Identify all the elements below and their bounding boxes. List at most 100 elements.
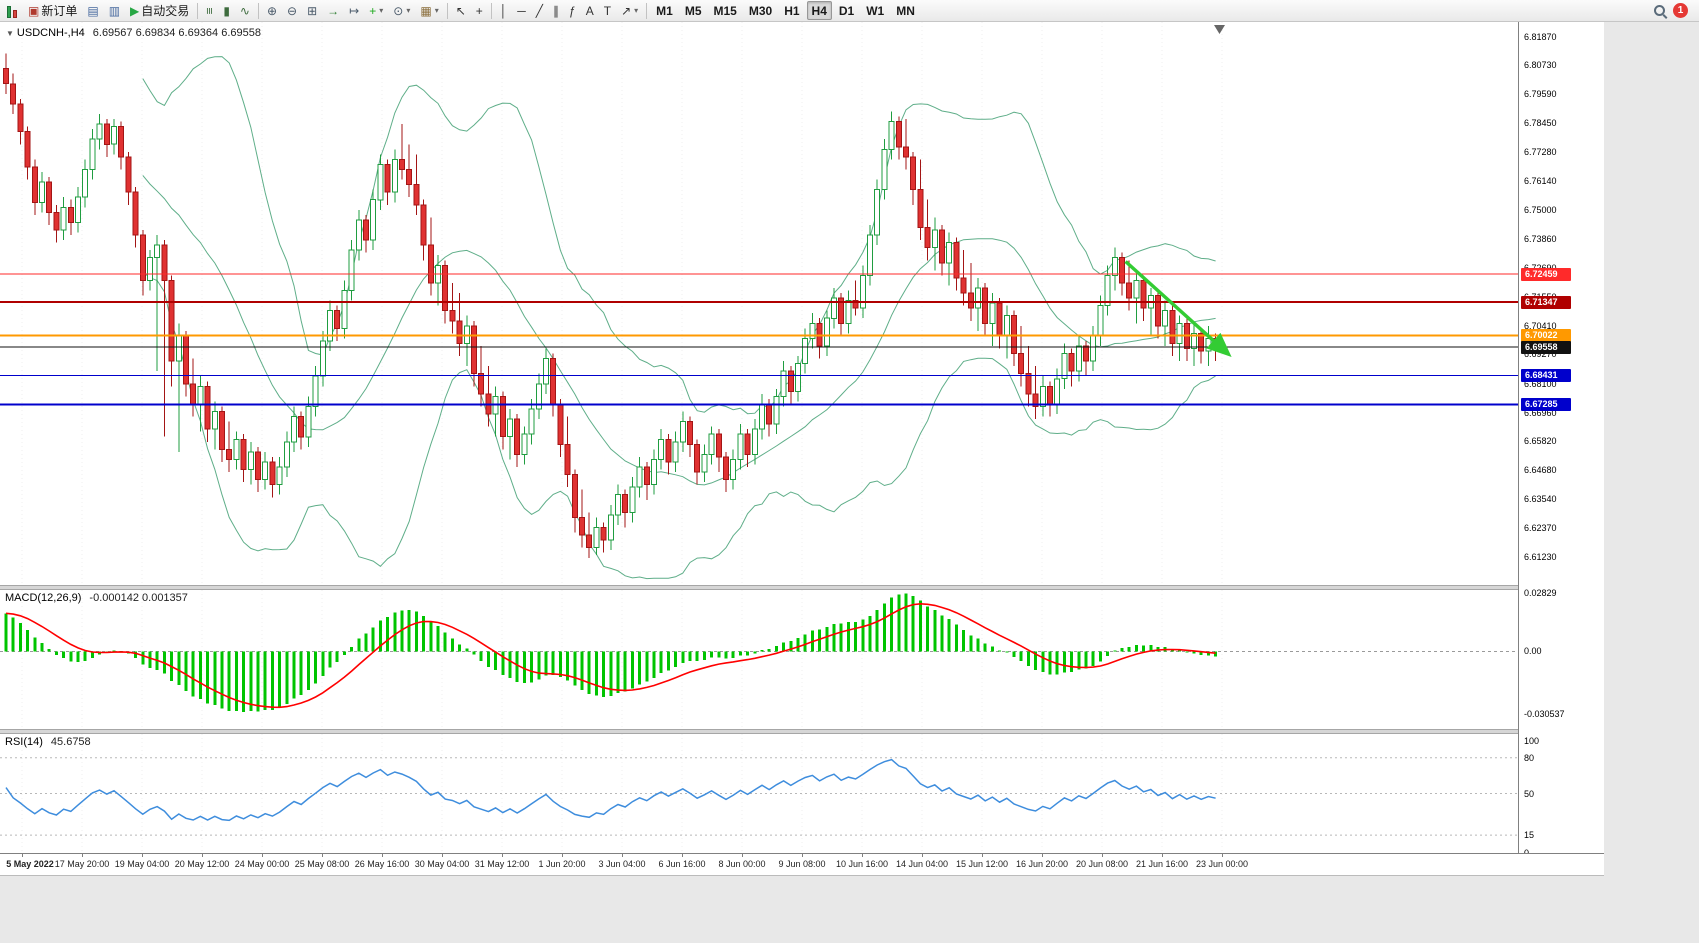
timeframe-m5-button[interactable]: M5 (680, 1, 707, 20)
zoom-out-icon: ⊖ (287, 3, 298, 18)
candlestick-chart-icon: ▮ (223, 3, 230, 18)
indicators-button[interactable]: + ▾ (365, 1, 387, 20)
time-tick-label: 23 Jun 00:00 (1195, 859, 1249, 869)
toolbar-separator (197, 2, 199, 19)
timeframe-mn-button[interactable]: MN (891, 1, 920, 20)
label-button[interactable]: T (600, 1, 615, 20)
horizontal-line-icon: ─ (517, 3, 526, 18)
time-tick-label: 16 Jun 20:00 (1015, 859, 1069, 869)
axis-tick-label: 6.64680 (1524, 465, 1557, 475)
tile-windows-button[interactable]: ⊞ (303, 1, 321, 20)
timeframe-h4-button-label: H4 (811, 3, 827, 18)
auto-scroll-button[interactable]: → (323, 1, 343, 20)
price-badge: 6.70022 (1521, 329, 1571, 342)
dropdown-arrow-icon[interactable]: ▾ (406, 6, 411, 15)
axis-tick-label: 15 (1524, 830, 1535, 840)
app-icon (4, 3, 22, 19)
time-tick-label: 20 Jun 08:00 (1075, 859, 1129, 869)
dropdown-arrow-icon[interactable]: ▾ (379, 6, 384, 15)
bar-chart-button[interactable]: ≡ (202, 1, 217, 20)
time-tick-mark (262, 854, 263, 857)
templates-button[interactable]: ▦ ▾ (416, 1, 442, 20)
price-axis[interactable]: 6.81870 6.80730 6.79590 6.78450 6.77280 6.761… (1518, 22, 1604, 858)
zoom-out-button[interactable]: ⊖ (283, 1, 301, 20)
time-tick-mark (142, 854, 143, 857)
time-tick-mark (202, 854, 203, 857)
chart-window-button[interactable]: ▤ (83, 1, 102, 20)
timeframe-m1-button[interactable]: M1 (651, 1, 678, 20)
time-tick-mark (862, 854, 863, 857)
trendline-button[interactable]: ╱ (532, 1, 547, 20)
time-tick-label: 10 Jun 16:00 (835, 859, 889, 869)
zoom-in-icon: ⊕ (266, 3, 278, 18)
axis-tick-label: 6.63540 (1524, 494, 1557, 504)
vertical-line-button[interactable]: │ (496, 1, 512, 20)
fibonacci-icon: ƒ (569, 3, 576, 18)
candlestick-chart-button[interactable]: ▮ (219, 1, 234, 20)
dropdown-arrow-icon[interactable]: ▾ (634, 6, 639, 15)
label-icon: T (603, 3, 612, 18)
notification-badge[interactable]: 1 (1673, 3, 1688, 18)
time-tick-mark (1042, 854, 1043, 857)
chart-shift-button[interactable]: ↦ (345, 1, 363, 20)
time-tick-label: 5 May 2022 (6, 859, 54, 869)
time-axis[interactable]: 5 May 2022 17 May 20:00 19 May 04:00 20 May… (0, 853, 1604, 875)
axis-tick-label: 6.78450 (1524, 118, 1557, 128)
time-tick-label: 9 Jun 08:00 (778, 859, 826, 869)
axis-tick-label: 6.81870 (1524, 32, 1557, 42)
crosshair-button[interactable]: + (472, 1, 487, 20)
time-tick-label: 15 Jun 12:00 (955, 859, 1009, 869)
cursor-button[interactable]: ↖ (452, 1, 470, 20)
candles-layer (3, 53, 1219, 558)
axis-tick-label: 6.75000 (1524, 205, 1557, 215)
rsi-panel-canvas[interactable] (0, 734, 1518, 853)
toolbar-separator (257, 2, 259, 19)
vertical-line-icon: │ (499, 3, 508, 18)
horizontal-lines-layer[interactable] (0, 273, 1518, 406)
macd-panel-canvas[interactable] (0, 590, 1518, 729)
timeframe-m5-button-label: M5 (684, 3, 702, 18)
time-tick-mark (502, 854, 503, 857)
price-badge: 6.71347 (1521, 296, 1571, 309)
axis-tick-label: 0.02829 (1524, 588, 1557, 598)
timeframe-h1-button[interactable]: H1 (779, 1, 804, 20)
text-button[interactable]: A (582, 1, 598, 20)
symbol-timeframe-label: USDCNH-,H4 (16, 27, 85, 39)
periods-icon: ⊙ (393, 3, 404, 18)
time-tick-mark (1162, 854, 1163, 857)
time-tick-label: 1 Jun 20:00 (538, 859, 586, 869)
toolbar-right-cluster: 1 (1654, 3, 1696, 18)
line-chart-button[interactable]: ∿ (236, 1, 254, 20)
periods-button[interactable]: ⊙ ▾ (389, 1, 414, 20)
arrows-button[interactable]: ↗ ▾ (617, 1, 642, 20)
axis-tick-label: 6.65820 (1524, 436, 1557, 446)
timeframe-h4-button[interactable]: H4 (806, 1, 832, 20)
zoom-in-button[interactable]: ⊕ (263, 1, 281, 20)
toolbar-separator (490, 2, 492, 19)
time-tick-label: 26 May 16:00 (354, 859, 410, 869)
horizontal-line-button[interactable]: ─ (513, 1, 530, 20)
text-icon: A (585, 3, 594, 18)
equidistant-channel-button[interactable]: ∥ (549, 1, 563, 20)
dropdown-arrow-icon[interactable]: ▾ (434, 6, 439, 15)
window-background-right (1604, 22, 1699, 943)
timeframe-d1-button[interactable]: D1 (834, 1, 859, 20)
new-order-button-label: 新订单 (41, 4, 78, 18)
axis-tick-label: 6.70410 (1524, 321, 1557, 331)
fibonacci-button[interactable]: ƒ (565, 1, 580, 20)
main-chart-canvas[interactable] (0, 22, 1518, 585)
one-click-trading-toggle[interactable]: ▼ (6, 29, 14, 38)
time-tick-label: 17 May 20:00 (54, 859, 110, 869)
panel-splitter-rsi[interactable] (0, 729, 1604, 734)
profiles-button[interactable]: ▥ (105, 1, 124, 20)
auto-trading-button[interactable]: ▶ 自动交易 (126, 1, 193, 20)
trend-arrow[interactable] (1124, 260, 1232, 357)
search-icon[interactable] (1654, 5, 1665, 16)
timeframe-m15-button[interactable]: M15 (709, 1, 742, 20)
timeframe-w1-button[interactable]: W1 (861, 1, 889, 20)
new-order-button[interactable]: ▣ 新订单 (24, 1, 81, 20)
axis-tick-label: 6.73860 (1524, 234, 1557, 244)
top-toolbar: ▣ 新订单 ▤ ▥ ▶ 自动交易 ≡ ▮ ∿ ⊕ ⊖ ⊞ → ↦ + ▾ ⊙ ▾ ▦ ▾ ↖ + │ ─ ╱ ∥ ƒ A T ↗ ▾ M1 M5… (0, 0, 1699, 22)
timeframe-m30-button[interactable]: M30 (744, 1, 777, 20)
panel-splitter-macd[interactable] (0, 585, 1604, 590)
